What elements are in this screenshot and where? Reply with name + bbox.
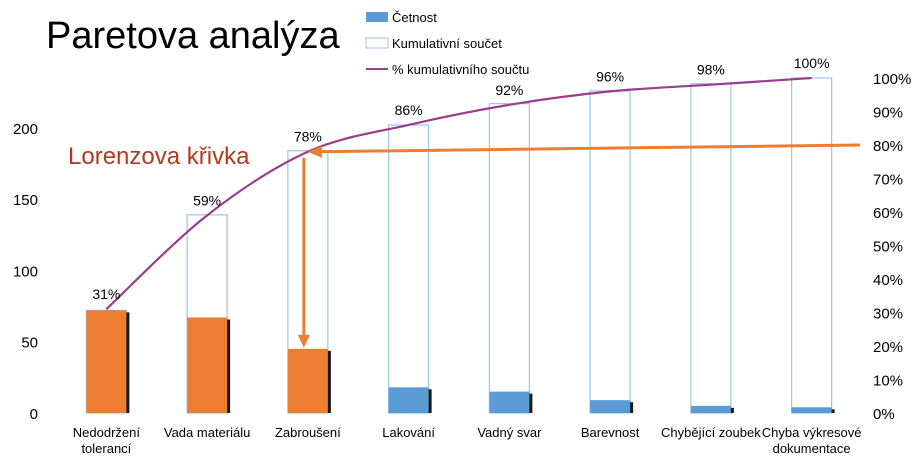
y-right-tick-label: 90% xyxy=(873,105,903,122)
x-tick-label: Lakování xyxy=(382,425,435,440)
x-axis-labels: Nedodržení tolerancí Vada materiálu Zabrouš… xyxy=(73,425,862,456)
cumulative-percent-curve: 31% 59% 78% 86% 92% 96% 98% 100% xyxy=(92,55,830,310)
x-tick-label: Chyba výkresové dokumentace xyxy=(762,425,862,456)
cumulative-percent-label: 31% xyxy=(92,286,120,302)
legend-label-cumulative: Kumulativní součet xyxy=(392,36,502,51)
frequency-bar xyxy=(287,348,328,413)
legend-swatch-cumulative xyxy=(365,37,389,49)
lorenz-arrows xyxy=(297,143,861,348)
cumulative-bar xyxy=(690,83,732,414)
frequency-bar xyxy=(86,310,127,413)
x-tick-label: Vadný svar xyxy=(477,425,542,440)
y-right-tick-label: 30% xyxy=(873,306,903,323)
y-left-tick-label: 200 xyxy=(13,121,38,138)
y-right-tick-label: 50% xyxy=(873,239,903,256)
frequency-bar xyxy=(590,400,631,413)
y-axis-left: 0 50 100 150 200 xyxy=(13,121,38,423)
y-left-tick-label: 50 xyxy=(21,335,38,352)
y-right-tick-label: 40% xyxy=(873,272,903,289)
y-left-tick-label: 100 xyxy=(13,263,38,280)
x-tick-label: Zabroušení xyxy=(275,425,341,440)
chart-title: Paretova analýza xyxy=(46,15,340,57)
cumulative-percent-label: 86% xyxy=(395,102,423,118)
y-right-tick-label: 20% xyxy=(873,339,903,356)
y-right-tick-label: 70% xyxy=(873,172,903,189)
frequency-bar xyxy=(690,405,731,413)
y-right-tick-label: 100% xyxy=(873,71,911,88)
x-tick-label: Barevnost xyxy=(581,425,640,440)
cumulative-percent-label: 78% xyxy=(294,129,322,145)
frequency-bar xyxy=(489,391,530,413)
down-arrow-head xyxy=(297,334,310,348)
x-tick-label: Nedodržení tolerancí xyxy=(73,425,141,456)
lorenz-curve-annotation: Lorenzova křivka xyxy=(68,143,250,170)
y-right-tick-label: 80% xyxy=(873,138,903,155)
y-right-tick-label: 0% xyxy=(873,406,895,423)
frequency-bar xyxy=(388,387,429,413)
y-right-tick-label: 10% xyxy=(873,373,903,390)
frequency-bars xyxy=(86,310,835,413)
cumulative-percent-label: 100% xyxy=(794,55,830,71)
cumulative-bar xyxy=(589,90,631,414)
frequency-bar xyxy=(187,317,228,413)
cumulative-percent-label: 96% xyxy=(596,68,624,84)
legend-label-cumulative-percent: % kumulativního součtu xyxy=(392,62,529,77)
legend: Četnost Kumulativní součet % kumulativní… xyxy=(365,10,529,77)
cumulative-bar xyxy=(791,77,833,414)
cumulative-percent-line xyxy=(105,76,812,310)
x-tick-label: Chybějící zoubek xyxy=(661,425,761,440)
cumulative-bar xyxy=(388,124,430,414)
y-left-tick-label: 150 xyxy=(13,192,38,209)
cumulative-percent-label: 98% xyxy=(697,62,725,78)
cumulative-percent-label: 59% xyxy=(193,192,221,208)
frequency-bar xyxy=(791,407,832,413)
x-tick-label: Vada materiálu xyxy=(164,425,250,440)
y-left-tick-label: 0 xyxy=(30,406,38,423)
y-right-tick-label: 60% xyxy=(873,205,903,222)
cumulative-percent-label: 92% xyxy=(495,82,523,98)
legend-label-frequency: Četnost xyxy=(392,10,437,25)
y-axis-right: 0% 10% 20% 30% 40% 50% 60% 70% 80% 90% 100% xyxy=(873,71,911,423)
reference-arrow-line xyxy=(319,143,861,154)
reference-arrow-head xyxy=(307,145,322,158)
legend-swatch-frequency xyxy=(366,12,388,22)
